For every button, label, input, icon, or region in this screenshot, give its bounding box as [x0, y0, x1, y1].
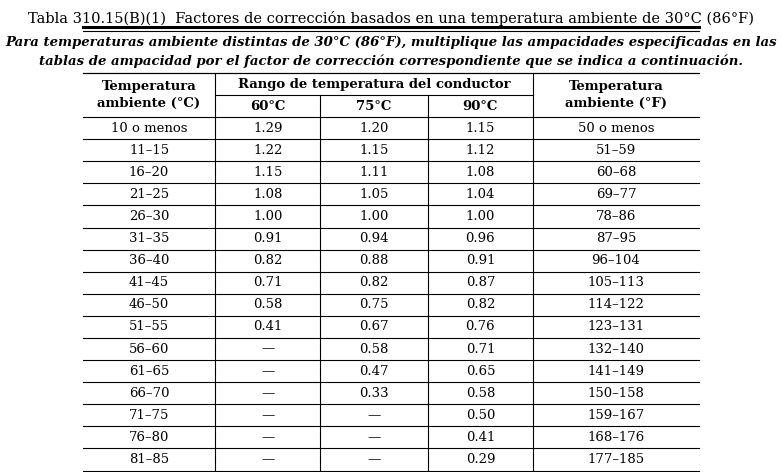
Text: 123–131: 123–131	[587, 320, 644, 333]
Text: 87–95: 87–95	[596, 232, 637, 245]
Text: 0.71: 0.71	[253, 276, 282, 289]
Text: —: —	[368, 409, 381, 422]
Text: 168–176: 168–176	[587, 431, 644, 444]
Text: 0.94: 0.94	[359, 232, 389, 245]
Text: 11–15: 11–15	[129, 143, 169, 157]
Text: 96–104: 96–104	[592, 254, 640, 267]
Text: 0.71: 0.71	[465, 343, 495, 355]
Text: 41–45: 41–45	[129, 276, 169, 289]
Text: 1.20: 1.20	[360, 122, 389, 135]
Text: 1.00: 1.00	[253, 210, 282, 223]
Text: 1.00: 1.00	[466, 210, 495, 223]
Text: 1.15: 1.15	[466, 122, 495, 135]
Text: 132–140: 132–140	[587, 343, 644, 355]
Text: 114–122: 114–122	[587, 298, 644, 312]
Text: 81–85: 81–85	[129, 453, 169, 466]
Text: 69–77: 69–77	[596, 188, 637, 201]
Text: 36–40: 36–40	[129, 254, 169, 267]
Text: 0.41: 0.41	[253, 320, 282, 333]
Text: Para temperaturas ambiente distintas de 30°C (86°F), multiplique las ampacidades: Para temperaturas ambiente distintas de …	[5, 36, 777, 68]
Text: 1.04: 1.04	[466, 188, 495, 201]
Text: 16–20: 16–20	[129, 166, 169, 179]
Text: 60°C: 60°C	[250, 100, 285, 113]
Text: 0.58: 0.58	[253, 298, 282, 312]
Text: 1.22: 1.22	[253, 143, 282, 157]
Text: 50 o menos: 50 o menos	[578, 122, 655, 135]
Text: —: —	[368, 431, 381, 444]
Text: 1.29: 1.29	[253, 122, 282, 135]
Text: 0.65: 0.65	[465, 365, 495, 378]
Text: 0.58: 0.58	[360, 343, 389, 355]
Text: 0.75: 0.75	[359, 298, 389, 312]
Text: 0.82: 0.82	[466, 298, 495, 312]
Text: 159–167: 159–167	[587, 409, 644, 422]
Text: 75°C: 75°C	[357, 100, 392, 113]
Text: 0.58: 0.58	[466, 387, 495, 400]
Text: 1.08: 1.08	[466, 166, 495, 179]
Text: —: —	[261, 453, 274, 466]
Text: 0.47: 0.47	[359, 365, 389, 378]
Text: 51–55: 51–55	[129, 320, 169, 333]
Text: 0.82: 0.82	[360, 276, 389, 289]
Text: 0.88: 0.88	[360, 254, 389, 267]
Text: 56–60: 56–60	[129, 343, 169, 355]
Text: 1.00: 1.00	[360, 210, 389, 223]
Text: —: —	[261, 409, 274, 422]
Text: 1.12: 1.12	[466, 143, 495, 157]
Text: 0.91: 0.91	[253, 232, 282, 245]
Text: —: —	[261, 343, 274, 355]
Text: 0.82: 0.82	[253, 254, 282, 267]
Text: —: —	[368, 453, 381, 466]
Text: 0.67: 0.67	[359, 320, 389, 333]
Text: 177–185: 177–185	[587, 453, 644, 466]
Text: 61–65: 61–65	[129, 365, 169, 378]
Text: 105–113: 105–113	[587, 276, 644, 289]
Text: 26–30: 26–30	[129, 210, 169, 223]
Text: —: —	[261, 431, 274, 444]
Text: Temperatura
ambiente (°C): Temperatura ambiente (°C)	[98, 80, 201, 110]
Text: —: —	[261, 387, 274, 400]
Text: 0.91: 0.91	[465, 254, 495, 267]
Text: 51–59: 51–59	[596, 143, 636, 157]
Text: 0.29: 0.29	[465, 453, 495, 466]
Text: 60–68: 60–68	[596, 166, 637, 179]
Text: 76–80: 76–80	[129, 431, 169, 444]
Text: Rango de temperatura del conductor: Rango de temperatura del conductor	[238, 78, 511, 91]
Text: 90°C: 90°C	[463, 100, 498, 113]
Text: 0.33: 0.33	[359, 387, 389, 400]
Text: 46–50: 46–50	[129, 298, 169, 312]
Text: 71–75: 71–75	[129, 409, 169, 422]
Text: 0.41: 0.41	[466, 431, 495, 444]
Text: 0.76: 0.76	[465, 320, 495, 333]
Text: 0.96: 0.96	[465, 232, 495, 245]
Text: 141–149: 141–149	[587, 365, 644, 378]
Text: 1.15: 1.15	[253, 166, 282, 179]
Text: 0.50: 0.50	[466, 409, 495, 422]
Text: Temperatura
ambiente (°F): Temperatura ambiente (°F)	[565, 80, 667, 110]
Text: —: —	[261, 365, 274, 378]
Text: 1.08: 1.08	[253, 188, 282, 201]
Text: 10 o menos: 10 o menos	[111, 122, 188, 135]
Text: 1.05: 1.05	[360, 188, 389, 201]
Text: 78–86: 78–86	[596, 210, 637, 223]
Text: 1.11: 1.11	[360, 166, 389, 179]
Text: 66–70: 66–70	[129, 387, 170, 400]
Text: 1.15: 1.15	[360, 143, 389, 157]
Text: Tabla 310.15(B)(1)  Factores de corrección basados en una temperatura ambiente d: Tabla 310.15(B)(1) Factores de correcció…	[28, 11, 754, 26]
Text: 21–25: 21–25	[129, 188, 169, 201]
Text: 0.87: 0.87	[465, 276, 495, 289]
Text: 31–35: 31–35	[129, 232, 169, 245]
Text: 150–158: 150–158	[587, 387, 644, 400]
